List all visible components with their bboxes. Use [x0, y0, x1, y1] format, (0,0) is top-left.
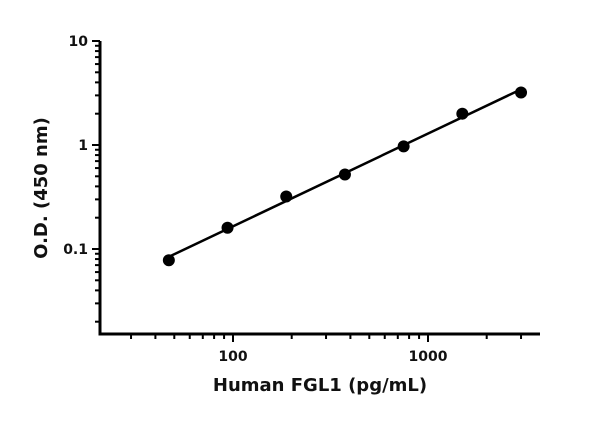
plot-area — [162, 86, 528, 267]
data-point — [162, 254, 175, 267]
x-tick-label: 1000 — [409, 349, 448, 365]
data-point — [515, 86, 528, 99]
data-point — [397, 140, 410, 153]
y-tick-label: 0.1 — [63, 242, 88, 258]
y-axis: 0.1 1 10 — [63, 34, 102, 336]
data-point — [280, 190, 293, 203]
x-tick-label: 100 — [218, 349, 247, 365]
y-axis-title: O.D. (450 nm) — [31, 117, 52, 259]
data-point — [338, 168, 351, 181]
x-axis-title: Human FGL1 (pg/mL) — [213, 375, 427, 396]
x-axis: 100 1000 — [98, 332, 540, 365]
y-tick-label: 10 — [69, 34, 89, 50]
data-point — [456, 107, 469, 120]
data-point — [221, 221, 234, 234]
y-tick-label: 1 — [78, 138, 88, 154]
